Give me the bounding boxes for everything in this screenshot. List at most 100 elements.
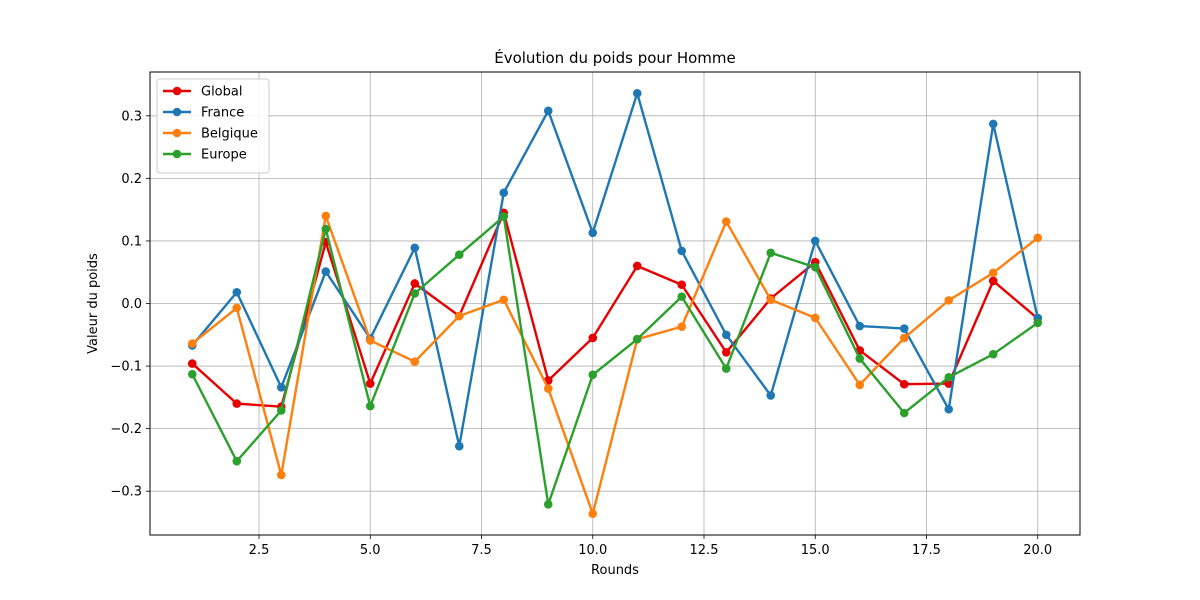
- y-tick-label: 0.3: [121, 109, 142, 124]
- legend-item-france: France: [163, 106, 244, 121]
- data-point-france: [276, 383, 286, 392]
- data-point-europe: [454, 250, 464, 259]
- data-point-france: [766, 391, 776, 400]
- legend-item-belgique: Belgique: [163, 127, 258, 142]
- data-point-belgique: [410, 357, 420, 366]
- x-tick-label: 12.5: [690, 543, 719, 558]
- data-point-france: [410, 243, 420, 253]
- data-point-belgique: [321, 211, 331, 221]
- grid-lines: [150, 72, 1080, 535]
- data-point-belgique: [187, 339, 197, 348]
- data-point-europe: [410, 289, 420, 298]
- data-point-europe: [677, 292, 687, 301]
- data-point-global: [988, 276, 998, 286]
- data-point-france: [543, 106, 553, 116]
- series-line-global: [191, 211, 1039, 408]
- data-point-france: [677, 246, 687, 256]
- data-point-europe: [899, 408, 909, 418]
- y-tick-label: −0.1: [110, 360, 142, 375]
- data-point-belgique: [721, 217, 731, 226]
- data-point-france: [988, 119, 998, 129]
- data-point-france: [944, 404, 954, 414]
- series-belgique: [187, 211, 1043, 519]
- data-point-france: [855, 321, 865, 331]
- y-tick-label: 0.1: [121, 234, 142, 249]
- data-point-belgique: [499, 295, 509, 305]
- data-point-belgique: [988, 268, 998, 278]
- legend-item-europe: Europe: [163, 148, 247, 163]
- series-europe: [187, 212, 1043, 509]
- data-point-france: [499, 188, 509, 198]
- data-point-france: [232, 287, 242, 297]
- data-point-europe: [543, 500, 553, 509]
- data-point-belgique: [810, 313, 820, 323]
- data-point-global: [944, 379, 954, 388]
- y-tick-label: 0.0: [121, 297, 142, 312]
- data-point-europe: [1033, 318, 1043, 328]
- data-point-france: [454, 441, 464, 451]
- data-point-global: [232, 399, 242, 408]
- data-point-france: [321, 267, 331, 276]
- axis-ticks: 2.5 5.0 7.5 10.0 12.5 15.0 17.5 20.0 −0.3 −0.2 −0.…: [110, 109, 1052, 558]
- x-axis-title: Rounds: [591, 563, 639, 578]
- legend-swatch-marker: [172, 107, 182, 117]
- x-tick-label: 20.0: [1023, 543, 1052, 558]
- chart-title: Évolution du poids pour Homme: [494, 48, 736, 67]
- legend-item-global: Global: [163, 85, 242, 100]
- data-point-france: [810, 236, 820, 246]
- y-tick-label: 0.2: [121, 172, 142, 187]
- data-point-belgique: [454, 311, 464, 321]
- legend-box: [156, 78, 270, 174]
- x-tick-label: 15.0: [801, 543, 830, 558]
- data-point-europe: [988, 349, 998, 359]
- data-point-belgique: [543, 384, 553, 393]
- data-point-belgique: [588, 509, 598, 519]
- data-point-france: [588, 228, 598, 238]
- data-point-belgique: [276, 470, 286, 480]
- data-point-europe: [187, 369, 197, 379]
- y-tick-label: −0.2: [110, 422, 142, 437]
- data-point-europe: [855, 354, 865, 363]
- y-tick-label: −0.3: [110, 485, 142, 500]
- data-point-belgique: [232, 303, 242, 313]
- data-point-europe: [810, 262, 820, 272]
- legend: Global France Belgique Europe: [156, 78, 270, 174]
- y-axis-title: Valeur du poids: [86, 253, 101, 354]
- series-line-france: [191, 92, 1039, 448]
- series-line-europe: [191, 215, 1039, 506]
- data-point-europe: [766, 248, 776, 258]
- data-point-global: [632, 261, 642, 271]
- data-point-europe: [944, 373, 954, 382]
- legend-label: Europe: [201, 148, 247, 163]
- data-point-global: [721, 348, 731, 357]
- legend-label: Belgique: [201, 127, 258, 142]
- data-point-belgique: [899, 333, 909, 343]
- data-point-europe: [232, 456, 242, 466]
- series-line-belgique: [191, 214, 1039, 515]
- data-point-global: [677, 280, 687, 290]
- data-point-france: [721, 330, 731, 340]
- data-point-global: [187, 359, 197, 368]
- data-point-belgique: [944, 296, 954, 305]
- data-point-europe: [588, 370, 598, 380]
- legend-swatch-marker: [172, 149, 182, 159]
- data-point-europe: [321, 224, 331, 234]
- legend-label: Global: [201, 85, 242, 100]
- legend-swatch-marker: [172, 86, 182, 96]
- series-layer: [187, 88, 1043, 519]
- data-point-global: [899, 379, 909, 389]
- x-tick-label: 10.0: [578, 543, 607, 558]
- legend-label: France: [201, 106, 244, 121]
- data-point-europe: [721, 364, 731, 373]
- data-point-france: [632, 88, 642, 98]
- data-point-global: [588, 333, 598, 343]
- data-point-belgique: [365, 336, 375, 345]
- data-point-europe: [632, 334, 642, 344]
- x-tick-label: 17.5: [912, 543, 941, 558]
- data-point-europe: [365, 401, 375, 411]
- data-point-europe: [276, 406, 286, 415]
- data-point-europe: [499, 212, 509, 221]
- data-point-belgique: [677, 322, 687, 331]
- data-point-france: [899, 324, 909, 333]
